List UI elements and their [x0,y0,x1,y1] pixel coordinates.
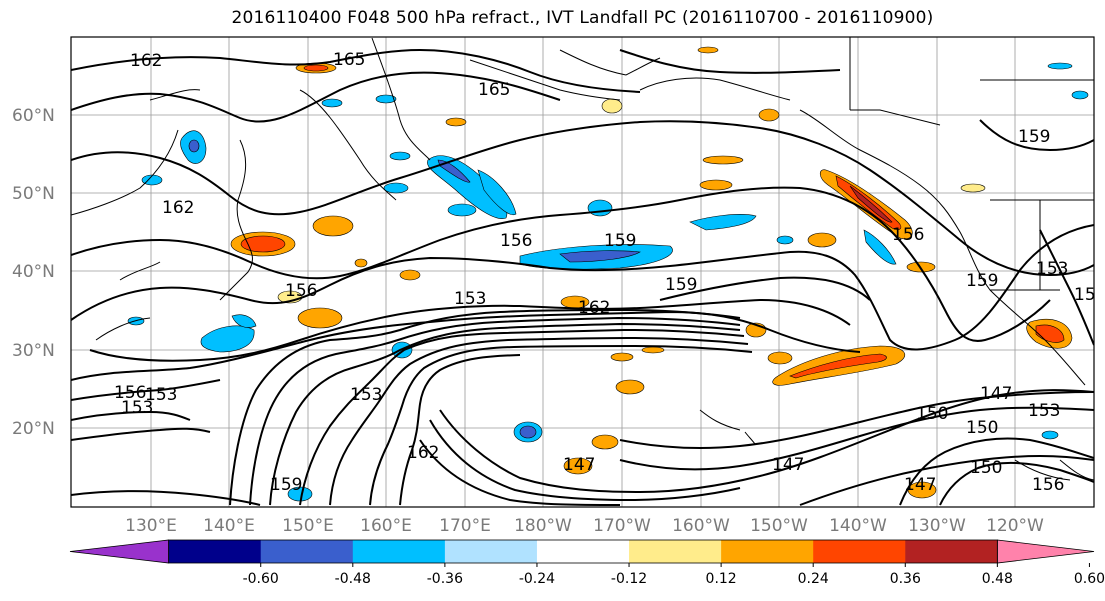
lat-label: 60°N [12,106,55,126]
contour-label: 156 [1032,475,1064,495]
contour-label: 150 [970,458,1002,478]
colorbar-segment [260,540,354,563]
contour-labels: 162 165 165 162 156 156 159 159 153 162 … [114,50,1105,495]
contour-label: 162 [578,298,610,318]
coastlines [71,37,1094,481]
contour-label: 147 [563,455,595,475]
contour-label: 165 [333,50,365,70]
contour-label: 153 [121,398,153,418]
colorbar-tick-label: 0.36 [890,571,921,587]
lat-label: 40°N [12,262,55,282]
contour-label: 159 [270,475,302,495]
contour-label: 159 [1018,127,1050,147]
colorbar-tick-label: 0.12 [706,571,737,587]
contour-label: 156 [892,225,924,245]
colorbar-segment [813,540,906,563]
contour-label: 165 [478,80,510,100]
contour-label: 156 [500,231,532,251]
colorbar-tick-label: -0.48 [335,571,371,587]
lat-label: 20°N [12,419,55,439]
colorbar [69,539,1095,564]
contour-label: 159 [665,275,697,295]
map-title: 2016110400 F048 500 hPa refract., IVT La… [231,8,934,28]
lon-label: 140°W [829,516,887,536]
contour-label: 153 [1028,401,1060,421]
lon-label: 170°W [593,516,651,536]
contour-label: 162 [130,51,162,71]
colorbar-segment [536,540,630,563]
colorbar-extend-low [69,539,170,564]
colorbar-extend-high [996,539,1095,564]
latitude-labels: 60°N 50°N 40°N 30°N 20°N [12,106,55,439]
contour-label: 156 [285,281,317,301]
map-border [70,36,1095,508]
colorbar-ticks: -0.60 -0.48 -0.36 -0.24 -0.12 0.12 0.24 0.36 0.4… [243,563,1105,587]
colorbar-tick-label: 0.24 [798,571,829,587]
contour-label: 153 [454,289,486,309]
contour-label: 153 [1036,259,1068,279]
lon-label: 160°W [672,516,730,536]
lon-label: 170°E [439,516,491,536]
lon-label: 130°W [908,516,966,536]
colorbar-tick-label: -0.24 [519,571,555,587]
contour-label: 147 [980,384,1012,404]
longitude-labels: 130°E 140°E 150°E 160°E 170°E 180°W 170°… [125,516,1044,536]
colorbar-tick-label: 0.48 [982,571,1013,587]
lon-label: 160°E [360,516,412,536]
lat-label: 50°N [12,184,55,204]
contour-label: 147 [904,475,936,495]
colorbar-segment [905,540,998,563]
lat-label: 30°N [12,341,55,361]
lon-label: 150°W [750,516,808,536]
contour-label: 162 [407,443,439,463]
colorbar-segment [352,540,446,563]
contour-label: 153 [145,385,177,405]
lon-label: 180°W [514,516,572,536]
lon-label: 130°E [125,516,177,536]
colorbar-segment [721,540,814,563]
contour-label: 156 [1074,285,1105,305]
contour-label: 159 [966,271,998,291]
contour-label: 150 [916,404,948,424]
colorbar-segment [168,540,262,563]
colorbar-tick-label: -0.36 [427,571,463,587]
contour-label: 153 [350,385,382,405]
colorbar-segment [444,540,538,563]
contour-label: 150 [966,418,998,438]
contour-label: 147 [772,455,804,475]
colorbar-tick-label: -0.12 [611,571,647,587]
contour-label: 162 [162,198,194,218]
contour-label: 156 [114,383,146,403]
colorbar-tick-label: 0.60 [1074,571,1105,587]
colorbar-tick-label: -0.60 [243,571,279,587]
lon-label: 120°W [986,516,1044,536]
map-area [71,37,1094,507]
contour-label: 159 [604,231,636,251]
lon-label: 150°E [282,516,334,536]
lon-label: 140°E [203,516,255,536]
colorbar-segment [629,540,722,563]
anomaly-patches [127,46,1089,502]
contours [71,48,1094,506]
